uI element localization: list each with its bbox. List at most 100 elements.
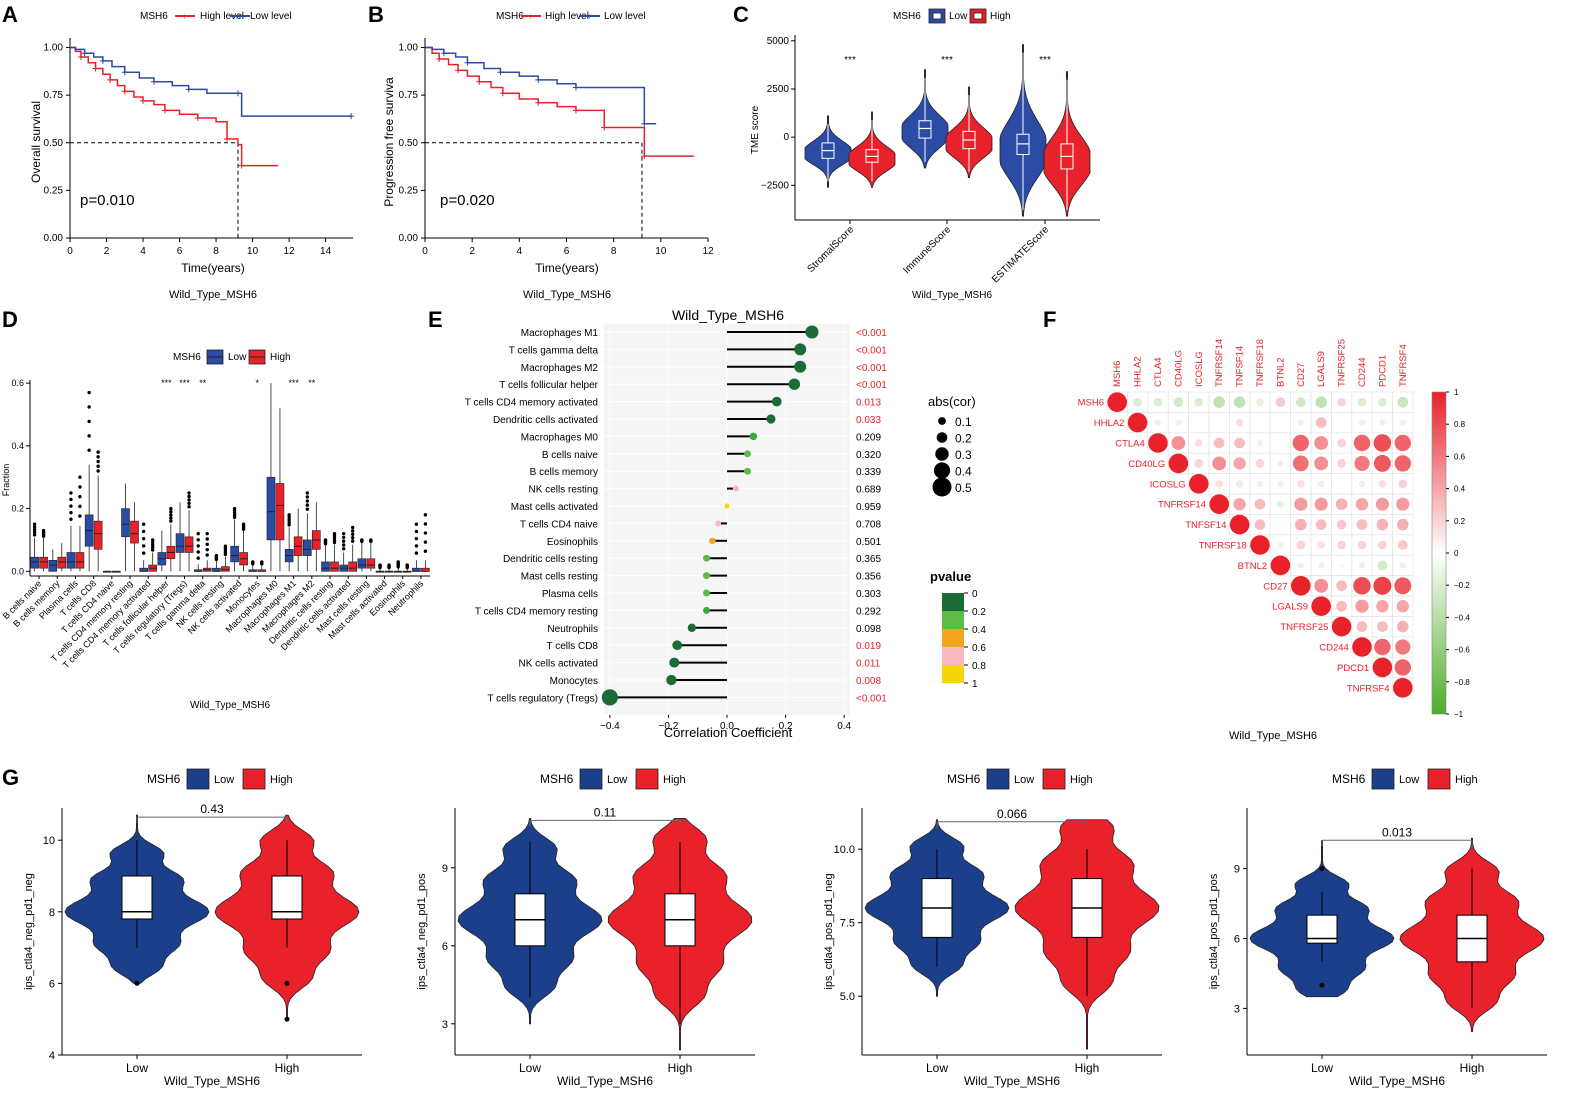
column-label: TNFRSF4 (1398, 344, 1409, 387)
lollipop-dot (744, 467, 751, 475)
colorbar-label: −0.4 (1454, 613, 1470, 622)
corr-circle (1374, 638, 1391, 656)
corr-circle (1279, 523, 1282, 526)
x-tick-label: 0 (422, 246, 428, 257)
km-curve-high-level (70, 46, 279, 167)
censor-mark (77, 54, 84, 61)
censor-mark (234, 90, 241, 97)
corr-circle (1133, 397, 1142, 407)
size-legend-dot (933, 462, 951, 479)
km-plot-a: 0 2 4 6 8 10 12 14 0.00 0.25 0.50 0.75 1.00 (44, 38, 355, 257)
legend-title: MSH6 (947, 772, 981, 786)
legend-item-c-low: Low (949, 11, 968, 22)
colorbar-label: 0.2 (1454, 517, 1466, 526)
y-tick-label: 2500 (767, 84, 790, 95)
y-tick-label: 0.00 (44, 233, 64, 244)
pvalue-label: 0.292 (856, 606, 881, 617)
outlier-point (305, 491, 310, 495)
x-tick-label: 4 (140, 246, 146, 257)
lollipop-dot (666, 674, 677, 686)
outlier-point (396, 560, 400, 564)
corr-circle (1314, 578, 1329, 593)
pvalue-label: <0.001 (856, 693, 887, 704)
corr-circle (1255, 459, 1265, 468)
column-label: CTLA4 (1153, 357, 1164, 387)
box-high (184, 536, 194, 553)
comparison-pvalue: 0.11 (594, 805, 617, 819)
outlier-point (96, 459, 100, 464)
outlier-point (423, 513, 428, 517)
row-label: MSH6 (1078, 398, 1104, 409)
color-legend-label: 0.8 (972, 661, 986, 672)
outlier-point (150, 543, 155, 547)
y-tick-label: 0.00 (399, 233, 419, 244)
legend-swatch-low (186, 768, 210, 790)
svg-text:+: + (237, 12, 242, 21)
pvalue-label: 0.320 (856, 450, 881, 461)
color-legend-swatch (942, 629, 964, 647)
legend-c: MSH6 Low High (893, 8, 1011, 24)
y-tick-label: 0.25 (399, 185, 419, 196)
corr-circle (1353, 434, 1371, 452)
corr-circle (1256, 439, 1264, 447)
outlier-point (350, 532, 355, 536)
censor-mark (641, 120, 648, 127)
row-label: CD27 (1263, 581, 1287, 592)
box-high (366, 558, 376, 569)
corr-circle (1397, 518, 1409, 531)
censor-mark (194, 115, 201, 121)
lollipop-dot (601, 689, 618, 706)
y-tick-label: 10 (43, 835, 55, 847)
colorbar-label: 0.6 (1454, 452, 1466, 461)
outlier-point (78, 514, 82, 518)
corr-circle (1358, 562, 1366, 569)
x-tick-label: 8 (213, 246, 219, 257)
x-tick-label: High (1075, 1061, 1100, 1075)
y-tick-label: 0.75 (399, 90, 419, 101)
row-label: Macrophages M0 (521, 432, 599, 443)
corr-circle (1173, 397, 1184, 408)
legend-a: MSH6 + High level + Low level (140, 11, 292, 22)
box-low (266, 476, 276, 541)
pvalue-label: 0.303 (856, 589, 881, 600)
row-label: CTLA4 (1115, 439, 1145, 450)
outlier-point (69, 491, 73, 495)
pvalue-label: 0.339 (856, 467, 881, 478)
xlabel-a: Time(years) (181, 261, 245, 275)
color-legend-label: 0.6 (972, 643, 986, 654)
box-low (303, 539, 312, 556)
row-label: NK cells activated (519, 659, 598, 670)
legend-title: MSH6 (1332, 772, 1366, 786)
y-tick-label: 3 (442, 1019, 448, 1031)
corr-circle (1336, 580, 1347, 592)
panel-label-e: E (428, 307, 443, 332)
outlier-point (287, 513, 291, 517)
y-tick-label: 0.6 (11, 378, 24, 388)
x-tick-label: 14 (320, 246, 332, 257)
outlier-point (69, 510, 73, 515)
outlier-point (341, 531, 346, 536)
outlier-point (305, 499, 310, 503)
x-tick-label: Low (926, 1061, 948, 1075)
outlier-point (96, 450, 100, 454)
row-label: Macrophages M2 (521, 363, 599, 374)
corr-circle (1395, 639, 1411, 655)
corr-circle (1194, 397, 1204, 407)
color-legend-label: 1 (972, 679, 978, 690)
panel-label-d: D (2, 307, 18, 332)
corr-circle (1194, 459, 1204, 468)
outlier-point (405, 563, 409, 567)
row-label: Neutrophils (547, 624, 598, 635)
corr-circle (1127, 412, 1148, 433)
corr-circle (1314, 456, 1329, 471)
row-label: Monocytes (550, 676, 598, 687)
colorbar-label: 0.4 (1454, 485, 1466, 494)
box-low (48, 560, 58, 572)
outlier-point (69, 504, 73, 508)
lollipop-dot (749, 432, 758, 441)
censor-mark (476, 78, 483, 85)
corr-circle (1353, 577, 1371, 595)
panel-label-b: B (368, 2, 384, 27)
legend-swatch-low (986, 768, 1010, 790)
outlier-point (32, 522, 37, 526)
